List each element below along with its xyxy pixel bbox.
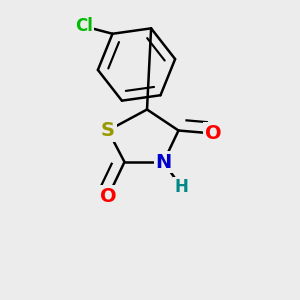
Text: S: S [101, 121, 115, 140]
Text: N: N [155, 152, 172, 172]
Text: H: H [175, 178, 188, 196]
Text: O: O [205, 124, 221, 143]
Text: Cl: Cl [75, 17, 93, 35]
Text: O: O [100, 187, 116, 206]
